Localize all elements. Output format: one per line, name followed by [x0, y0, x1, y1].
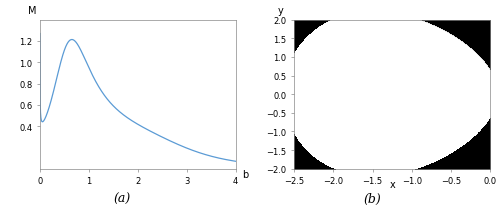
Text: (a): (a)	[114, 192, 131, 205]
Y-axis label: y: y	[278, 6, 283, 16]
X-axis label: b: b	[242, 169, 248, 179]
Text: (b): (b)	[364, 192, 382, 205]
Y-axis label: M: M	[28, 6, 36, 16]
X-axis label: x: x	[390, 179, 395, 189]
